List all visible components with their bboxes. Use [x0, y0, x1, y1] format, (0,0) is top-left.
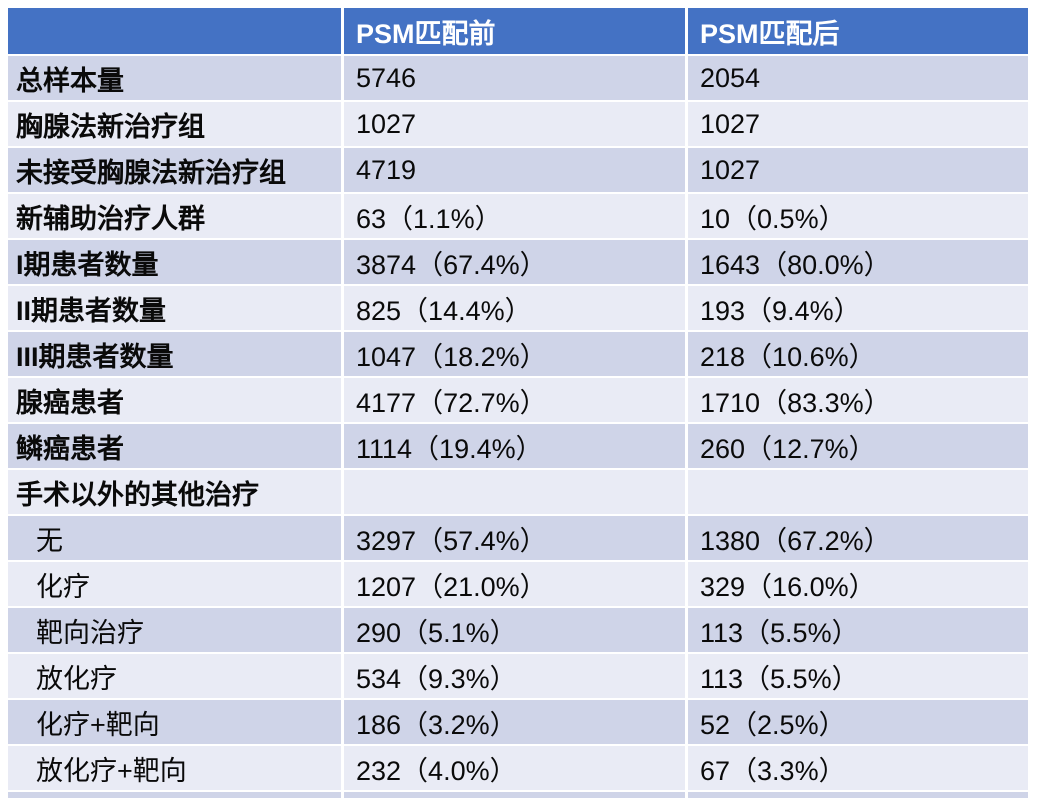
table-row: 放化疗 534（9.3%） 113（5.5%） [8, 654, 1028, 698]
table-row: 新辅助治疗人群 63（1.1%） 10（0.5%） [8, 194, 1028, 238]
row-label-cell: 鳞癌患者 [8, 424, 341, 468]
before-value-cell: 232（4.0%） [344, 746, 685, 790]
before-value-cell: 186（3.2%） [344, 700, 685, 744]
row-label-cell: 放化疗+靶向 [8, 746, 341, 790]
before-value-cell: 1207（21.0%） [344, 562, 685, 606]
row-label-cell: 无 [8, 516, 341, 560]
header-psm-before-cell: PSM匹配前 [344, 8, 685, 54]
row-label-cell: 新辅助治疗人群 [8, 194, 341, 238]
table-header: PSM匹配前 PSM匹配后 [8, 8, 1028, 54]
header-blank-cell [8, 8, 341, 54]
psm-comparison-table: PSM匹配前 PSM匹配后 总样本量 5746 2054 胸腺法新治疗组 102… [5, 6, 1031, 792]
table-row: 手术以外的其他治疗 [8, 470, 1028, 514]
before-value-cell: 5746 [344, 56, 685, 100]
table-row: 腺癌患者 4177（72.7%） 1710（83.3%） [8, 378, 1028, 422]
before-value-cell: 290（5.1%） [344, 608, 685, 652]
after-value-cell: 218（10.6%） [688, 332, 1028, 376]
table-body: 总样本量 5746 2054 胸腺法新治疗组 1027 1027 未接受胸腺法新… [8, 56, 1028, 790]
row-label-cell: I期患者数量 [8, 240, 341, 284]
after-value-cell: 52（2.5%） [688, 700, 1028, 744]
row-label-cell: II期患者数量 [8, 286, 341, 330]
header-psm-after-cell: PSM匹配后 [688, 8, 1028, 54]
before-value-cell: 1047（18.2%） [344, 332, 685, 376]
after-value-cell: 1027 [688, 102, 1028, 146]
table-row: 无 3297（57.4%） 1380（67.2%） [8, 516, 1028, 560]
before-value-cell: 534（9.3%） [344, 654, 685, 698]
after-value-cell: 67（3.3%） [688, 746, 1028, 790]
after-value-cell: 113（5.5%） [688, 654, 1028, 698]
cutoff-cell [8, 792, 341, 798]
row-label-cell: 靶向治疗 [8, 608, 341, 652]
table-row: III期患者数量 1047（18.2%） 218（10.6%） [8, 332, 1028, 376]
header-row: PSM匹配前 PSM匹配后 [8, 8, 1028, 54]
after-value-cell [688, 470, 1028, 514]
after-value-cell: 260（12.7%） [688, 424, 1028, 468]
table-row: 鳞癌患者 1114（19.4%） 260（12.7%） [8, 424, 1028, 468]
before-value-cell: 4719 [344, 148, 685, 192]
after-value-cell: 10（0.5%） [688, 194, 1028, 238]
row-label-cell: 胸腺法新治疗组 [8, 102, 341, 146]
before-value-cell: 63（1.1%） [344, 194, 685, 238]
after-value-cell: 1027 [688, 148, 1028, 192]
row-label-cell: III期患者数量 [8, 332, 341, 376]
table-row: I期患者数量 3874（67.4%） 1643（80.0%） [8, 240, 1028, 284]
row-label-cell: 化疗 [8, 562, 341, 606]
table-row: 总样本量 5746 2054 [8, 56, 1028, 100]
before-value-cell: 3874（67.4%） [344, 240, 685, 284]
before-value-cell: 1114（19.4%） [344, 424, 685, 468]
after-value-cell: 2054 [688, 56, 1028, 100]
table-row: 化疗+靶向 186（3.2%） 52（2.5%） [8, 700, 1028, 744]
table-row: 靶向治疗 290（5.1%） 113（5.5%） [8, 608, 1028, 652]
cutoff-cell [688, 792, 1028, 798]
after-value-cell: 1380（67.2%） [688, 516, 1028, 560]
before-value-cell [344, 470, 685, 514]
after-value-cell: 1710（83.3%） [688, 378, 1028, 422]
table-row: 未接受胸腺法新治疗组 4719 1027 [8, 148, 1028, 192]
row-label-cell: 放化疗 [8, 654, 341, 698]
row-label-cell: 腺癌患者 [8, 378, 341, 422]
table-row: 胸腺法新治疗组 1027 1027 [8, 102, 1028, 146]
after-value-cell: 329（16.0%） [688, 562, 1028, 606]
row-label-cell: 手术以外的其他治疗 [8, 470, 341, 514]
after-value-cell: 1643（80.0%） [688, 240, 1028, 284]
table-row: 化疗 1207（21.0%） 329（16.0%） [8, 562, 1028, 606]
before-value-cell: 4177（72.7%） [344, 378, 685, 422]
after-value-cell: 193（9.4%） [688, 286, 1028, 330]
table-row: 放化疗+靶向 232（4.0%） 67（3.3%） [8, 746, 1028, 790]
after-value-cell: 113（5.5%） [688, 608, 1028, 652]
table-row: II期患者数量 825（14.4%） 193（9.4%） [8, 286, 1028, 330]
row-label-cell: 化疗+靶向 [8, 700, 341, 744]
before-value-cell: 825（14.4%） [344, 286, 685, 330]
before-value-cell: 3297（57.4%） [344, 516, 685, 560]
table-bottom-cutoff-row [8, 792, 1028, 798]
row-label-cell: 未接受胸腺法新治疗组 [8, 148, 341, 192]
before-value-cell: 1027 [344, 102, 685, 146]
row-label-cell: 总样本量 [8, 56, 341, 100]
cutoff-cell [344, 792, 685, 798]
